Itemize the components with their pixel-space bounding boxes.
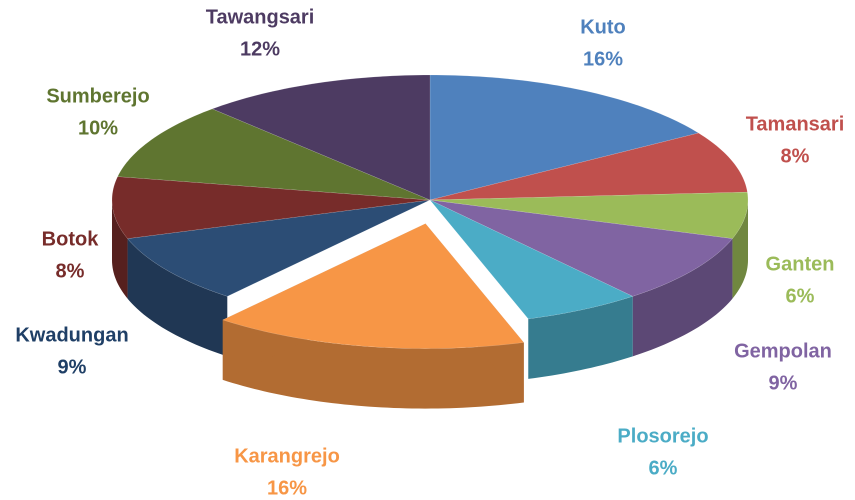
slice-label: Karangrejo <box>234 445 340 467</box>
slice-side <box>127 238 228 357</box>
slice <box>429 199 634 320</box>
slice <box>429 199 733 297</box>
slice-value-label: 10% <box>78 117 118 139</box>
slice <box>211 74 431 201</box>
slice-label: Gempolan <box>734 340 832 362</box>
slice <box>117 108 431 201</box>
slice <box>127 199 431 297</box>
slice-side <box>632 238 733 357</box>
slice-label: Sumberejo <box>46 85 149 107</box>
slice-label: Ganten <box>766 253 835 275</box>
slice-label: Tawangsari <box>206 6 315 28</box>
slice <box>111 176 431 239</box>
slice-value-label: 16% <box>583 48 623 70</box>
slice-value-label: 8% <box>781 145 810 167</box>
slice <box>429 74 700 201</box>
slice-side <box>528 296 633 379</box>
slice-side <box>112 200 128 299</box>
slice-label: Plosorejo <box>617 425 708 447</box>
slice-value-label: 6% <box>649 457 678 479</box>
slice-side <box>732 200 748 299</box>
slice-label: Tamansari <box>746 113 845 135</box>
slice-label: Botok <box>42 228 100 250</box>
slice-value-label: 9% <box>58 356 87 378</box>
slice-value-label: 9% <box>769 372 798 394</box>
slice-value-label: 6% <box>786 285 815 307</box>
slice <box>222 223 525 349</box>
slice-value-label: 12% <box>240 38 280 60</box>
slice-value-label: 8% <box>56 260 85 282</box>
slice <box>429 191 749 239</box>
slice-value-label: 16% <box>267 477 307 499</box>
slice-label: Kuto <box>580 16 626 38</box>
slice <box>429 132 748 201</box>
slice-label: Kwadungan <box>15 324 128 346</box>
